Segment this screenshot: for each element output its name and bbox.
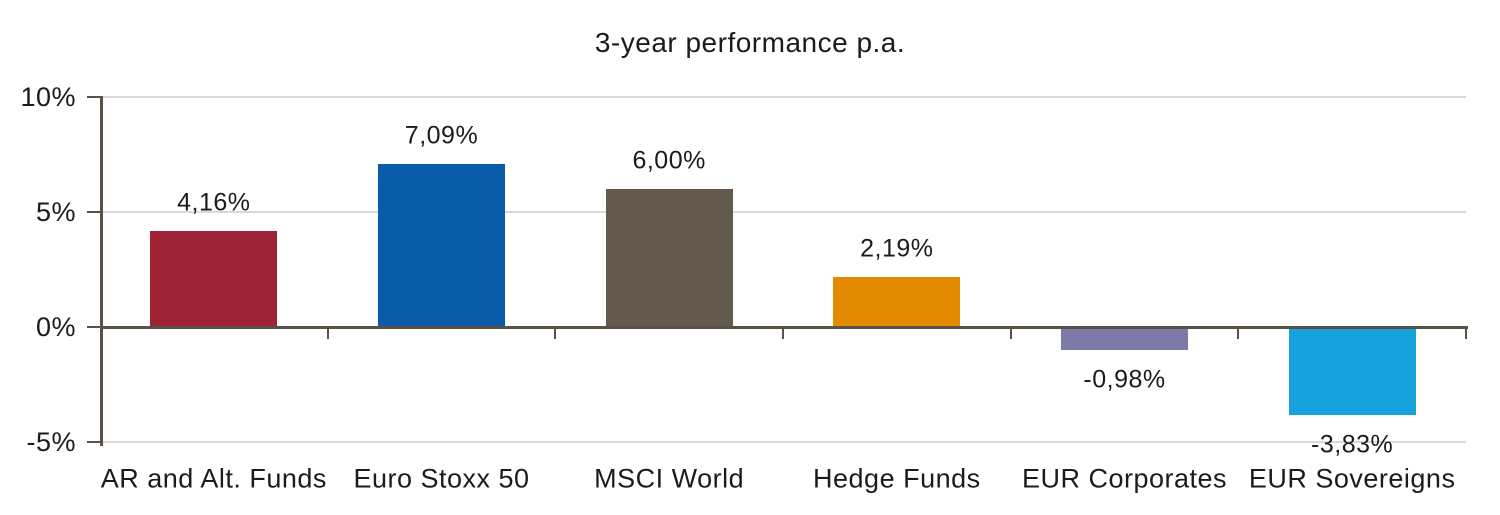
y-axis-tick xyxy=(87,211,100,213)
bar-value-label: 2,19% xyxy=(860,234,934,263)
category-label: AR and Alt. Funds xyxy=(100,463,327,494)
bar-ar-and-alt-funds xyxy=(150,231,278,327)
bar-hedge-funds xyxy=(833,276,961,327)
category-label: Hedge Funds xyxy=(813,463,981,494)
y-tick-label: -5% xyxy=(26,427,76,457)
y-axis-tick xyxy=(87,441,100,443)
category-label: EUR Sovereigns xyxy=(1248,463,1456,494)
y-axis-tick xyxy=(87,96,100,98)
bar-value-label: 4,16% xyxy=(177,188,251,217)
bar-eur-sovereigns xyxy=(1288,327,1416,416)
bar-value-label: -3,83% xyxy=(1311,430,1394,459)
bar-msci-world xyxy=(605,189,733,327)
y-axis-line xyxy=(100,96,103,446)
chart-title: 3-year performance p.a. xyxy=(594,27,906,58)
y-tick-label: 5% xyxy=(35,197,76,227)
x-axis-tick xyxy=(326,328,329,339)
gridline xyxy=(100,211,1466,213)
gridline xyxy=(100,96,1466,98)
y-axis-tick xyxy=(87,326,100,328)
bar-value-label: 7,09% xyxy=(404,121,479,150)
bar-euro-stoxx-50 xyxy=(378,163,505,327)
y-tick-label: 0% xyxy=(35,312,76,342)
x-axis-tick xyxy=(554,328,557,339)
category-label: Euro Stoxx 50 xyxy=(353,463,530,494)
category-label: EUR Corporates xyxy=(1021,463,1228,494)
y-tick-label: 10% xyxy=(20,82,76,112)
x-axis-tick xyxy=(1465,328,1467,339)
bar-eur-corporates xyxy=(1061,327,1188,350)
x-axis-tick xyxy=(1237,328,1240,339)
category-label: MSCI World xyxy=(594,463,745,494)
x-axis-line xyxy=(100,325,1468,329)
x-axis-tick xyxy=(1009,328,1012,339)
x-axis-tick xyxy=(782,328,784,339)
gridline xyxy=(100,441,1466,443)
bar-value-label: -0,98% xyxy=(1083,365,1166,394)
bar-value-label: 6,00% xyxy=(632,146,706,175)
